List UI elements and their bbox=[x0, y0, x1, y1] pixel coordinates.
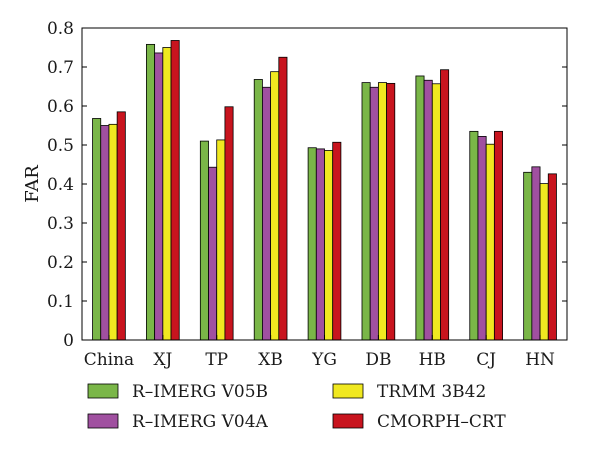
bar-xb-series-4 bbox=[278, 56, 288, 341]
legend: R–IMERG V05B R–IMERG V04A TRMM 3B42 CMORPH–… bbox=[87, 382, 506, 432]
x-axis-ticks: China XJ TP XB YG DB HB CJ HN bbox=[84, 335, 555, 370]
bar-db-series-4 bbox=[386, 82, 396, 341]
bar-tp-series-4 bbox=[224, 106, 234, 341]
bar-yg-series-4 bbox=[332, 141, 342, 341]
bar-tp-series-1 bbox=[199, 140, 209, 341]
bar-hn-series-3 bbox=[539, 183, 549, 341]
y-tick-label: 0 bbox=[63, 331, 74, 351]
x-tick-label: DB bbox=[365, 350, 391, 370]
bar-hb-series-2 bbox=[423, 79, 433, 341]
bar-hn-series-1 bbox=[523, 171, 533, 341]
bar-yg-series-2 bbox=[315, 148, 325, 341]
legend-swatch bbox=[87, 413, 119, 429]
x-tick-label: XJ bbox=[153, 350, 172, 370]
y-tick-label: 0.4 bbox=[47, 175, 74, 195]
x-tick-label: TP bbox=[205, 350, 228, 370]
bar-china-series-4 bbox=[116, 111, 126, 341]
plot-frame bbox=[81, 27, 568, 341]
x-tick-label: XB bbox=[258, 350, 283, 370]
bar-xj-series-2 bbox=[154, 52, 164, 341]
bar-hb-series-3 bbox=[431, 83, 441, 341]
bar-hb-series-4 bbox=[440, 69, 450, 341]
x-tick-label: China bbox=[84, 350, 134, 370]
y-tick-label: 0.6 bbox=[47, 97, 74, 117]
bar-china-series-3 bbox=[108, 123, 118, 341]
legend-swatch bbox=[332, 383, 364, 399]
x-tick-label: CJ bbox=[476, 350, 496, 370]
legend-swatch bbox=[332, 413, 364, 429]
x-tick-label: YG bbox=[311, 350, 337, 370]
bar-xb-series-3 bbox=[270, 71, 280, 341]
legend-label: TRMM 3B42 bbox=[377, 382, 486, 402]
legend-label: R–IMERG V05B bbox=[132, 382, 268, 402]
bar-cj-series-2 bbox=[477, 136, 487, 341]
bar-china-series-1 bbox=[92, 118, 102, 341]
bar-xj-series-1 bbox=[146, 43, 156, 341]
y-tick-label: 0.8 bbox=[47, 19, 74, 39]
bar-yg-series-3 bbox=[324, 150, 334, 341]
bar-xj-series-4 bbox=[170, 40, 180, 341]
x-tick-label: HN bbox=[525, 350, 555, 370]
bar-china-series-2 bbox=[100, 125, 110, 341]
legend-label: CMORPH–CRT bbox=[377, 412, 506, 432]
bar-cj-series-1 bbox=[469, 130, 479, 341]
y-axis-label: FAR bbox=[22, 165, 43, 203]
bar-db-series-2 bbox=[369, 86, 379, 341]
bar-hn-series-2 bbox=[531, 166, 541, 341]
y-tick-label: 0.3 bbox=[47, 214, 74, 234]
y-tick-label: 0.1 bbox=[47, 292, 74, 312]
y-tick-label: 0.5 bbox=[47, 136, 74, 156]
legend-swatch bbox=[87, 383, 119, 399]
bars bbox=[92, 40, 557, 341]
bar-xj-series-3 bbox=[162, 47, 172, 341]
bar-yg-series-1 bbox=[307, 147, 317, 341]
y-tick-label: 0.7 bbox=[47, 58, 74, 78]
bar-hn-series-4 bbox=[547, 173, 557, 341]
bar-db-series-1 bbox=[361, 82, 371, 341]
bar-xb-series-1 bbox=[253, 79, 263, 341]
bar-tp-series-2 bbox=[208, 166, 218, 341]
bar-tp-series-3 bbox=[216, 139, 226, 341]
bar-cj-series-3 bbox=[485, 143, 495, 341]
bar-db-series-3 bbox=[377, 82, 387, 341]
bar-cj-series-4 bbox=[493, 130, 503, 341]
y-tick-label: 0.2 bbox=[47, 253, 74, 273]
bar-hb-series-1 bbox=[415, 75, 425, 341]
y-axis-ticks: 0 0.1 0.2 0.3 0.4 0.5 0.6 0.7 0.8 bbox=[47, 19, 567, 351]
legend-label: R–IMERG V04A bbox=[132, 412, 269, 432]
x-tick-label: HB bbox=[419, 350, 446, 370]
bar-xb-series-2 bbox=[262, 86, 272, 341]
